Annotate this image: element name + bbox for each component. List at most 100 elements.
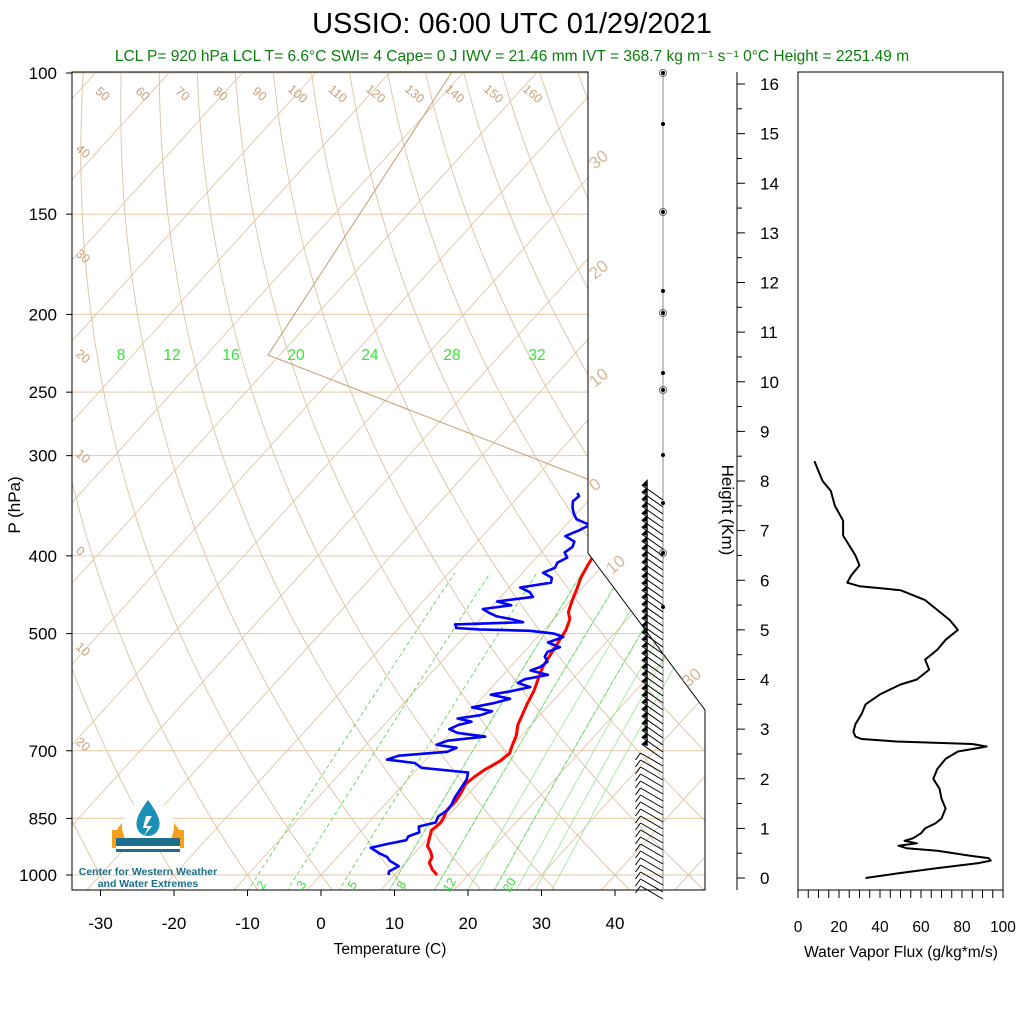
wind-barb-feather (635, 871, 641, 880)
logo-caption-2: and Water Extremes (97, 878, 199, 890)
wind-barb-flag (641, 703, 648, 712)
height-tick-label: 15 (760, 125, 779, 144)
wind-calm-circle (659, 309, 667, 317)
isotherm-skew-label: 20 (585, 256, 612, 283)
wind-barb (641, 645, 664, 662)
isotherm-line (72, 72, 627, 890)
wind-barb-feather (635, 787, 641, 796)
y-tick-label: 1000 (19, 866, 57, 885)
dry-adiabat-label: 130 (402, 82, 427, 106)
wind-barb (641, 694, 664, 711)
isotherm-line (72, 72, 259, 890)
dry-adiabat-label: 140 (442, 82, 467, 106)
wind-barb-flag (641, 710, 648, 719)
y-tick-label: 500 (29, 625, 57, 644)
isotherm-line (158, 72, 705, 890)
dry-adiabat-label: 70 (173, 84, 193, 104)
wind-barb-flag (641, 654, 648, 663)
wind-barb-flag (641, 689, 648, 698)
dry-adiabat-line (387, 72, 705, 890)
dry-adiabat-label: 60 (133, 84, 153, 104)
wind-barb-feather (635, 752, 641, 761)
wind-barb-feather (635, 780, 641, 789)
dry-adiabat-line (72, 72, 260, 890)
wind-calm-dot (661, 501, 665, 505)
isotherm-line (72, 72, 186, 890)
x-tick-label: -10 (235, 914, 260, 933)
isotherm-label: 10 (73, 447, 93, 467)
isotherm-label: 40 (73, 142, 93, 162)
height-tick-label: 11 (760, 323, 778, 342)
isotherm-label: 20 (73, 735, 93, 755)
wind-barb-flag (641, 612, 648, 621)
wind-barb (640, 871, 664, 886)
parcel-line (267, 72, 635, 498)
height-tick-label: 16 (760, 75, 779, 94)
wind-barb-feather (635, 794, 641, 803)
wind-barb (641, 533, 664, 550)
isotherm-line (72, 72, 406, 890)
wind-barb (640, 836, 664, 851)
wind-barb-flag (641, 633, 648, 642)
water-vapor-flux-line (813, 460, 992, 879)
wind-barb (640, 815, 664, 830)
height-tick-label: 10 (760, 373, 779, 392)
moist-line (285, 572, 491, 890)
wind-barb (641, 659, 664, 676)
y-tick-label: 200 (29, 305, 57, 324)
dry-adiabat-line (425, 72, 705, 890)
isotherm-skew-label: 30 (585, 146, 612, 173)
wind-barb (641, 701, 664, 718)
wind-barb (640, 850, 664, 865)
wind-barb (641, 680, 664, 697)
wind-calm-dot (661, 371, 665, 375)
height-tick-label: 4 (760, 671, 769, 690)
wind-barb (641, 554, 664, 571)
wind-barb (640, 843, 664, 858)
wind-barb-feather (635, 801, 641, 810)
wind-barb (641, 729, 664, 746)
y-tick-label: 700 (29, 742, 57, 761)
dry-adiabat-label: 50 (93, 84, 113, 104)
wind-calm-dot (661, 388, 665, 392)
wind-barb-flag (641, 556, 648, 565)
height-tick-label: 8 (760, 472, 769, 491)
mixing-ratio-line (533, 362, 705, 890)
dry-adiabat-line (72, 72, 111, 890)
wind-barb-feather (635, 857, 641, 866)
wind-barb-feather (635, 850, 641, 859)
moist-line (337, 572, 538, 890)
wind-barb (641, 736, 664, 753)
wind-barb (640, 794, 664, 809)
wind-barb (641, 666, 664, 683)
dry-adiabat-label: 110 (325, 82, 349, 106)
height-axis-label: Height (Km) (718, 465, 737, 556)
wind-calm-circle (659, 208, 667, 216)
height-tick-label: 13 (760, 224, 779, 243)
mixing-ratio-label: 8 (117, 347, 126, 364)
temperature-line (426, 496, 635, 876)
wind-barb (641, 715, 664, 732)
dry-adiabat-line (463, 72, 705, 890)
x-tick-label: 40 (606, 914, 625, 933)
wind-barb-flag (641, 521, 648, 530)
flux-panel-frame (797, 71, 1004, 891)
isotherm-line (72, 72, 700, 890)
skewt-plot-area (72, 72, 705, 890)
mixing-ratio-label: 28 (443, 347, 460, 364)
height-tick-label: 7 (760, 522, 769, 541)
wind-calm-dot (661, 289, 665, 293)
dry-adiabat-line (72, 72, 186, 890)
wind-barb (640, 829, 664, 844)
wind-barb-flag (641, 549, 648, 558)
wind-barb (641, 498, 664, 515)
wind-barb-feather (635, 878, 641, 887)
x-tick-label: -20 (162, 914, 187, 933)
wind-barb-flag (641, 584, 648, 593)
x-axis-label: Temperature (C) (334, 941, 447, 958)
wind-barb-flag (641, 717, 648, 726)
isotherm-skew-label: 10 (585, 364, 612, 391)
y-tick-label: 100 (29, 64, 57, 83)
flux-tick-label: 20 (830, 919, 848, 936)
